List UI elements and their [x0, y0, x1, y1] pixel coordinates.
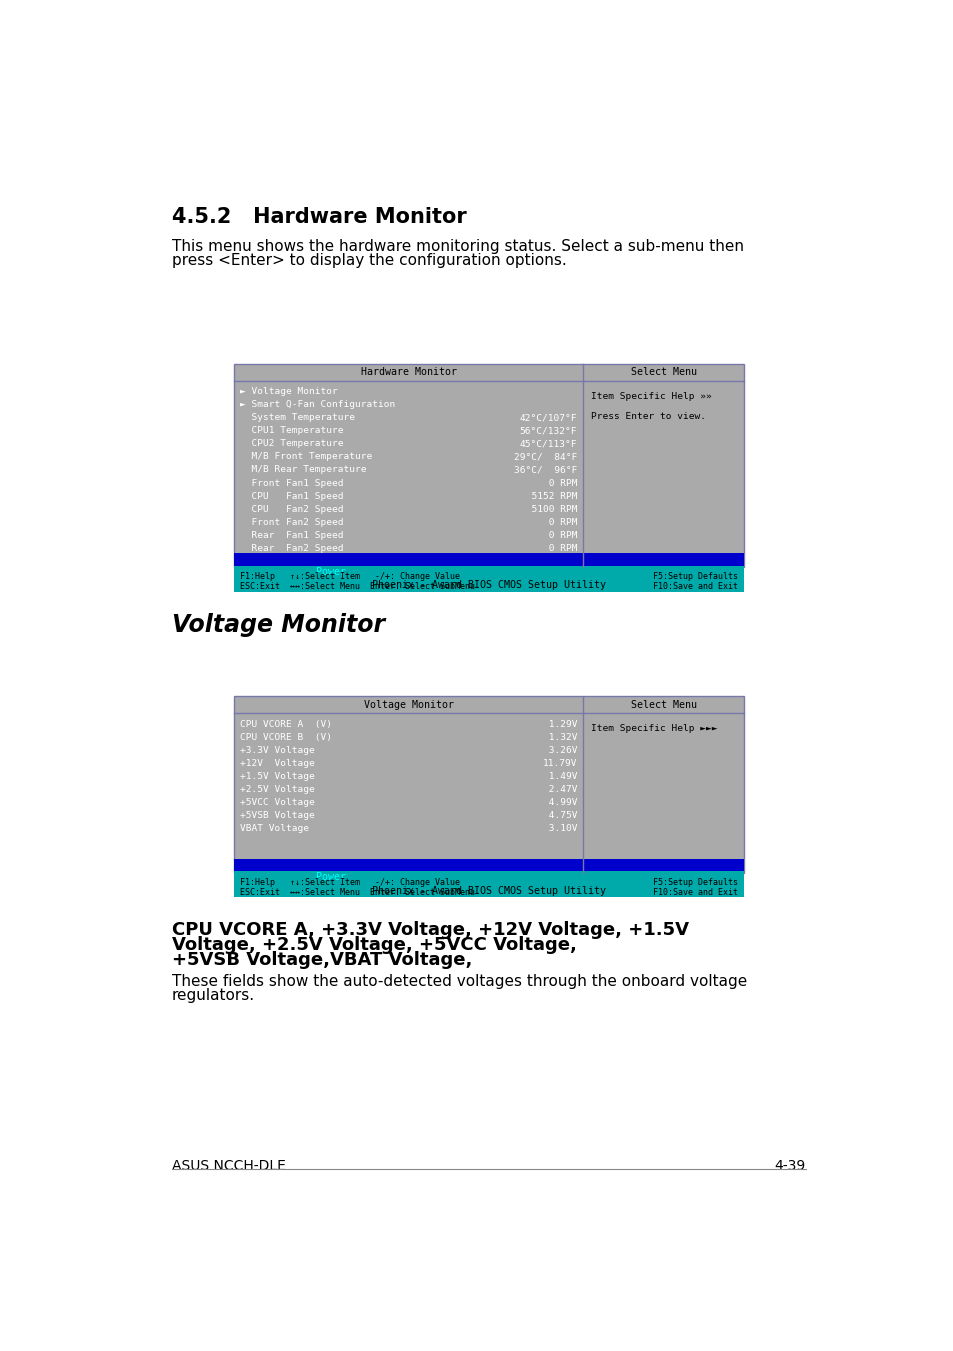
Text: CPU VCORE A  (V): CPU VCORE A (V): [240, 720, 332, 728]
Text: 11.79V: 11.79V: [542, 759, 577, 767]
Text: Rear  Fan1 Speed: Rear Fan1 Speed: [240, 531, 343, 540]
Text: ESC:Exit  ↔↔:Select Menu  Enter: Select SubMenu: ESC:Exit ↔↔:Select Menu Enter: Select Su…: [240, 888, 475, 897]
Text: 2.47V: 2.47V: [542, 785, 577, 794]
Text: CPU   Fan2 Speed: CPU Fan2 Speed: [240, 505, 343, 513]
Text: 4.5.2   Hardware Monitor: 4.5.2 Hardware Monitor: [172, 207, 466, 227]
Text: regulators.: regulators.: [172, 989, 254, 1004]
Text: F1:Help   ↑↓:Select Item   -/+: Change Value: F1:Help ↑↓:Select Item -/+: Change Value: [240, 571, 459, 581]
Text: +1.5V Voltage: +1.5V Voltage: [240, 771, 314, 781]
Text: ESC:Exit  ↔↔:Select Menu  Enter: Select SubMenu: ESC:Exit ↔↔:Select Menu Enter: Select Su…: [240, 582, 475, 590]
Text: Voltage Monitor: Voltage Monitor: [172, 612, 385, 636]
Text: ► Voltage Monitor: ► Voltage Monitor: [240, 386, 337, 396]
Text: F5:Setup Defaults: F5:Setup Defaults: [652, 878, 737, 886]
Text: This menu shows the hardware monitoring status. Select a sub-menu then: This menu shows the hardware monitoring …: [172, 239, 743, 254]
Text: 3.10V: 3.10V: [542, 824, 577, 834]
Bar: [233, 565, 743, 578]
Text: 0 RPM: 0 RPM: [519, 478, 577, 488]
Text: Phoenix - Award BIOS CMOS Setup Utility: Phoenix - Award BIOS CMOS Setup Utility: [372, 885, 605, 896]
Text: 5100 RPM: 5100 RPM: [519, 505, 577, 513]
Text: CPU1 Temperature: CPU1 Temperature: [240, 426, 343, 435]
Text: Select Menu: Select Menu: [630, 700, 696, 711]
Text: ► Smart Q-Fan Configuration: ► Smart Q-Fan Configuration: [240, 400, 395, 409]
Text: 1.32V: 1.32V: [542, 732, 577, 742]
Text: VBAT Voltage: VBAT Voltage: [240, 824, 309, 834]
Bar: [233, 697, 743, 873]
Text: 0 RPM: 0 RPM: [519, 531, 577, 540]
Text: 3.26V: 3.26V: [542, 746, 577, 755]
Text: Voltage, +2.5V Voltage, +5VCC Voltage,: Voltage, +2.5V Voltage, +5VCC Voltage,: [172, 936, 577, 954]
Text: 36°C/  96°F: 36°C/ 96°F: [514, 466, 577, 474]
Text: Phoenix - Award BIOS CMOS Setup Utility: Phoenix - Award BIOS CMOS Setup Utility: [372, 580, 605, 590]
Bar: [233, 554, 743, 566]
Text: +5VSB Voltage,VBAT Voltage,: +5VSB Voltage,VBAT Voltage,: [172, 951, 472, 970]
Text: +5VCC Voltage: +5VCC Voltage: [240, 798, 314, 807]
Text: Power: Power: [315, 567, 346, 577]
Text: CPU   Fan1 Speed: CPU Fan1 Speed: [240, 492, 343, 501]
Text: CPU VCORE B  (V): CPU VCORE B (V): [240, 732, 332, 742]
Text: +12V  Voltage: +12V Voltage: [240, 759, 314, 767]
Text: +2.5V Voltage: +2.5V Voltage: [240, 785, 314, 794]
Text: 29°C/  84°F: 29°C/ 84°F: [514, 453, 577, 462]
Text: +3.3V Voltage: +3.3V Voltage: [240, 746, 314, 755]
Bar: [233, 363, 743, 567]
Bar: [233, 567, 743, 592]
Text: System Temperature: System Temperature: [240, 413, 355, 422]
Text: F10:Save and Exit: F10:Save and Exit: [652, 888, 737, 897]
Text: 5152 RPM: 5152 RPM: [519, 492, 577, 501]
Text: Select Menu: Select Menu: [630, 367, 696, 377]
Bar: [233, 870, 743, 884]
Text: 4-39: 4-39: [774, 1159, 805, 1173]
Text: Item Specific Help ►►►: Item Specific Help ►►►: [591, 724, 717, 734]
Text: 56°C/132°F: 56°C/132°F: [519, 426, 577, 435]
Text: 4.75V: 4.75V: [542, 811, 577, 820]
Text: These fields show the auto-detected voltages through the onboard voltage: These fields show the auto-detected volt…: [172, 974, 746, 989]
Text: F10:Save and Exit: F10:Save and Exit: [652, 582, 737, 590]
Text: 0 RPM: 0 RPM: [519, 517, 577, 527]
Text: press <Enter> to display the configuration options.: press <Enter> to display the configurati…: [172, 253, 566, 267]
Text: 0 RPM: 0 RPM: [519, 544, 577, 553]
Text: Hardware Monitor: Hardware Monitor: [360, 367, 456, 377]
Text: 4.99V: 4.99V: [542, 798, 577, 807]
Text: M/B Rear Temperature: M/B Rear Temperature: [240, 466, 366, 474]
Text: +5VSB Voltage: +5VSB Voltage: [240, 811, 314, 820]
Text: 42°C/107°F: 42°C/107°F: [519, 413, 577, 422]
Text: Rear  Fan2 Speed: Rear Fan2 Speed: [240, 544, 343, 553]
Text: Voltage Monitor: Voltage Monitor: [363, 700, 453, 711]
Text: 45°C/113°F: 45°C/113°F: [519, 439, 577, 449]
Text: Power: Power: [315, 873, 346, 882]
Text: F5:Setup Defaults: F5:Setup Defaults: [652, 571, 737, 581]
Bar: [233, 873, 743, 897]
Text: 1.49V: 1.49V: [542, 771, 577, 781]
Text: Item Specific Help »»: Item Specific Help »»: [591, 392, 711, 401]
Text: 1.29V: 1.29V: [542, 720, 577, 728]
Text: M/B Front Temperature: M/B Front Temperature: [240, 453, 372, 462]
Text: Press Enter to view.: Press Enter to view.: [591, 412, 705, 420]
Text: Front Fan1 Speed: Front Fan1 Speed: [240, 478, 343, 488]
Text: ASUS NCCH-DLE: ASUS NCCH-DLE: [172, 1159, 286, 1173]
Text: F1:Help   ↑↓:Select Item   -/+: Change Value: F1:Help ↑↓:Select Item -/+: Change Value: [240, 878, 459, 886]
Text: CPU VCORE A, +3.3V Voltage, +12V Voltage, +1.5V: CPU VCORE A, +3.3V Voltage, +12V Voltage…: [172, 920, 688, 939]
Text: Front Fan2 Speed: Front Fan2 Speed: [240, 517, 343, 527]
Text: CPU2 Temperature: CPU2 Temperature: [240, 439, 343, 449]
Bar: [233, 859, 743, 871]
